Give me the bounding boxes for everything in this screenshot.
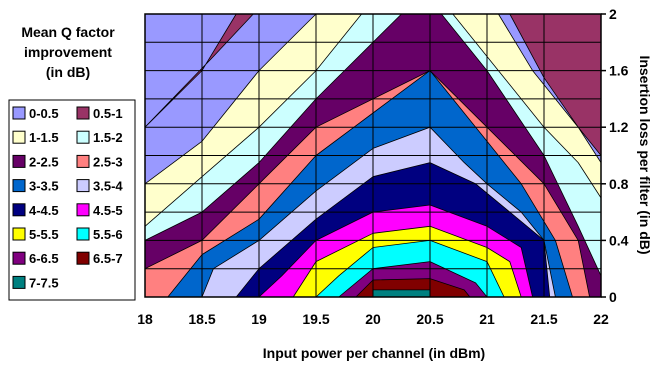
y-axis-ticks: 0 0.4 0.8 1.2 1.6 2 [601, 6, 629, 305]
y-tick-label: 1.6 [609, 63, 629, 79]
x-tick-label: 21 [479, 311, 495, 327]
legend-label: 0-0.5 [29, 106, 59, 121]
x-tick-label: 21.5 [530, 311, 557, 327]
legend-label: 7-7.5 [29, 275, 59, 290]
legend-swatch [12, 154, 26, 168]
legend-label: 4-4.5 [29, 203, 59, 218]
y-tick-label: 0.8 [609, 176, 629, 192]
x-axis-title: Input power per channel (in dBm) [263, 345, 485, 361]
y-tick-label: 1.2 [609, 119, 629, 135]
legend-label: 4.5-5 [93, 203, 123, 218]
legend: Mean Q factor improvement (in dB) 0-0.5 0.5-… [8, 24, 136, 301]
x-tick-label: 22 [593, 311, 609, 327]
x-tick-label: 19.5 [302, 311, 329, 327]
y-tick-label: 2 [609, 6, 617, 22]
legend-swatch [76, 179, 90, 193]
legend-label: 3-3.5 [29, 179, 59, 194]
legend-box [8, 99, 136, 301]
legend-label: 0.5-1 [93, 106, 123, 121]
legend-label: 6.5-7 [93, 251, 123, 266]
legend-swatch [12, 227, 26, 241]
legend-swatch [76, 106, 90, 120]
legend-label: 2.5-3 [93, 154, 123, 169]
legend-label: 6-6.5 [29, 251, 59, 266]
legend-swatch [12, 203, 26, 217]
legend-label: 3.5-4 [93, 179, 123, 194]
y-axis-title: Insertion loss per filter (in dB) [637, 55, 653, 254]
legend-swatch [76, 130, 90, 144]
x-tick-label: 18 [137, 311, 153, 327]
legend-label: 1-1.5 [29, 130, 59, 145]
legend-title-line: improvement [24, 44, 112, 60]
legend-swatch [12, 251, 26, 265]
legend-title-line: Mean Q factor [21, 24, 115, 40]
legend-title-line: (in dB) [46, 64, 90, 80]
legend-swatch [76, 203, 90, 217]
legend-swatch [76, 154, 90, 168]
legend-label: 1.5-2 [93, 130, 123, 145]
plot-frame [144, 13, 602, 298]
legend-swatch [12, 106, 26, 120]
legend-swatch [12, 275, 26, 289]
x-axis-ticks: 18 18.5 19 19.5 20 20.5 21 21.5 22 [137, 311, 609, 327]
legend-label: 5-5.5 [29, 227, 59, 242]
legend-label: 5.5-6 [93, 227, 123, 242]
legend-swatch [76, 251, 90, 265]
x-tick-label: 19 [251, 311, 267, 327]
y-tick-label: 0.4 [609, 232, 629, 248]
x-tick-label: 20.5 [416, 311, 443, 327]
y-tick-label: 0 [609, 289, 617, 305]
legend-swatch [12, 130, 26, 144]
contour-region-7-7.5 [372, 289, 431, 298]
legend-swatch [76, 227, 90, 241]
legend-label: 2-2.5 [29, 154, 59, 169]
legend-swatch [12, 179, 26, 193]
x-tick-label: 20 [365, 311, 381, 327]
x-tick-label: 18.5 [188, 311, 215, 327]
